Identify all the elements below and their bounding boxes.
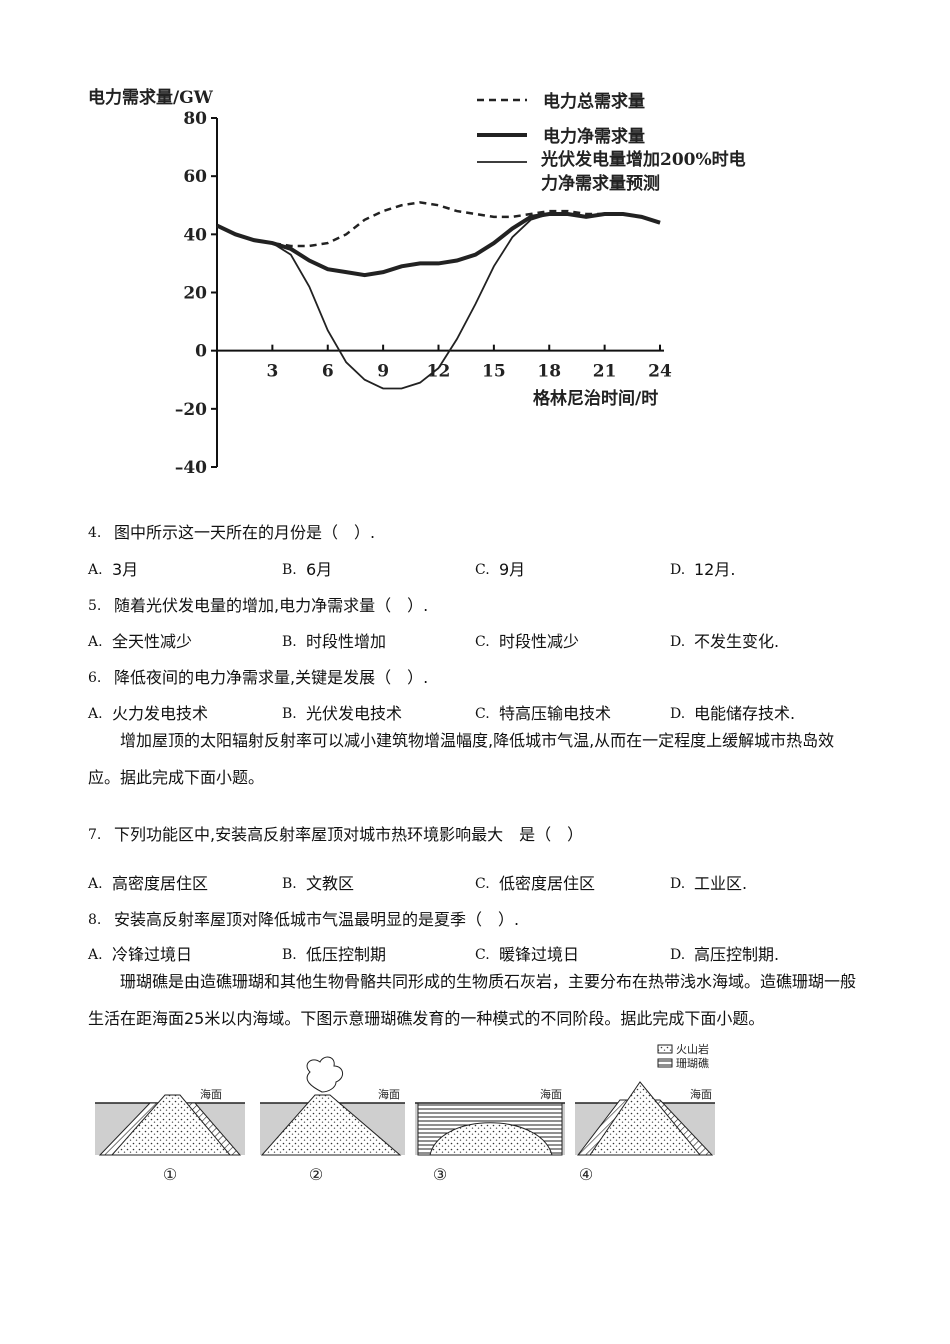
x-tick-label: 9 [377,362,389,382]
option-text: 低压控制期 [306,945,387,964]
y-axis-label: 电力需求量/GW [88,87,214,108]
sea-label: 海面 [200,1087,222,1101]
option-letter: A. [88,706,103,722]
panel-2 [260,1056,405,1156]
option-letter: A. [88,947,103,963]
panel-number: ① [163,1165,177,1184]
option-text: 光伏发电技术 [306,704,403,723]
option-text: 文教区 [306,874,355,893]
option-text: 6月 [306,560,333,579]
question-number: 8. [88,912,102,928]
option-text: 12月. [694,560,736,579]
question-number: 5. [88,598,102,614]
y-tick-label: 80 [183,109,207,129]
panel-number: ④ [579,1165,593,1184]
x-tick-label: 21 [593,362,617,382]
option-text: 冷锋过境日 [112,945,193,964]
option-text: 电能储存技术. [694,704,796,723]
option-text: 全天性减少 [112,632,193,651]
option-text: 暖锋过境日 [499,945,580,964]
y-tick-label: 0 [195,342,207,362]
option-letter: C. [475,634,490,650]
x-tick-label: 24 [648,362,672,382]
option-text: 时段性减少 [499,632,580,651]
legend-label: 珊瑚礁 [676,1056,709,1070]
sea-label: 海面 [378,1087,400,1101]
x-axis-label: 格林尼治时间/时 [533,388,658,409]
option-letter: C. [475,876,490,892]
question-stem: 随着光伏发电量的增加,电力净需求量（ ）. [114,596,429,615]
question-number: 6. [88,670,102,686]
sea-label: 海面 [690,1087,712,1101]
option-letter: D. [670,562,686,578]
x-tick-label: 6 [322,362,334,382]
option-text: 工业区. [694,874,748,893]
legend-label: 电力净需求量 [543,126,645,147]
option-letter: B. [282,876,297,892]
option-letter: C. [475,562,490,578]
option-letter: A. [88,562,103,578]
panel-3 [415,1102,565,1156]
question-number: 4. [88,525,102,541]
option-letter: B. [282,562,297,578]
legend-label: 电力总需求量 [543,91,645,112]
option-letter: A. [88,876,103,892]
y-tick-label: –40 [175,458,207,478]
x-tick-label: 3 [266,362,278,382]
option-letter: D. [670,706,686,722]
legend-label: 光伏发电量增加200%时电力净需求量预测 [541,150,746,194]
panel-number: ③ [433,1165,447,1184]
option-text: 高压控制期. [694,945,780,964]
chart: 电力需求量/GW 格林尼治时间/时 80 60 40 20 0 –20 –40 3 6 9 12 15… [88,87,672,478]
legend-label: 火山岩 [676,1042,709,1056]
panel-1 [95,1094,245,1156]
question-stem: 降低夜间的电力净需求量,关键是发展（ ）. [114,668,429,687]
option-text: 不发生变化. [694,632,780,651]
option-text: 高密度居住区 [112,874,209,893]
option-letter: D. [670,947,686,963]
passage: 增加屋顶的太阳辐射反射率可以减小建筑物增温幅度,降低城市气温,从而在一定程度上缓… [88,731,835,787]
series-line [216,201,661,248]
option-letter: D. [670,634,686,650]
y-tick-label: 60 [183,167,207,187]
option-letter: D. [670,876,686,892]
option-text: 时段性增加 [306,632,387,651]
option-letter: B. [282,947,297,963]
panel-number: ② [309,1165,323,1184]
x-tick-label: 18 [537,362,561,382]
question-stem: 安装高反射率屋顶对降低城市气温最明显的是夏季（ ）. [114,910,520,929]
x-tick-label: 12 [427,362,451,382]
series-line [216,213,661,390]
option-letter: C. [475,947,490,963]
option-letter: C. [475,706,490,722]
option-letter: A. [88,634,103,650]
option-text: 特高压输电技术 [499,704,612,723]
y-tick-label: –20 [175,400,207,420]
y-tick-label: 40 [183,225,207,245]
option-text: 火力发电技术 [112,704,209,723]
y-tick-label: 20 [183,284,207,304]
question-stem: 图中所示这一天所在的月份是（ ）. [114,523,376,542]
coral-figure: 火山岩 珊瑚礁 海面 海面 海面 海面 ① ② ③ ④ [95,1042,715,1184]
option-text: 3月 [112,560,139,579]
series-line [216,211,661,278]
option-text: 9月 [499,560,526,579]
option-letter: B. [282,706,297,722]
option-letter: B. [282,634,297,650]
option-text: 低密度居住区 [499,874,596,893]
passage: 珊瑚礁是由造礁珊瑚和其他生物骨骼共同形成的生物质石灰岩，主要分布在热带浅水海域。… [88,972,857,1028]
question-number: 7. [88,827,102,843]
question-stem: 下列功能区中,安装高反射率屋顶对城市热环境影响最大 是（ ） [114,825,584,844]
sea-label: 海面 [540,1087,562,1101]
panel-4 [575,1081,715,1156]
x-tick-label: 15 [482,362,506,382]
